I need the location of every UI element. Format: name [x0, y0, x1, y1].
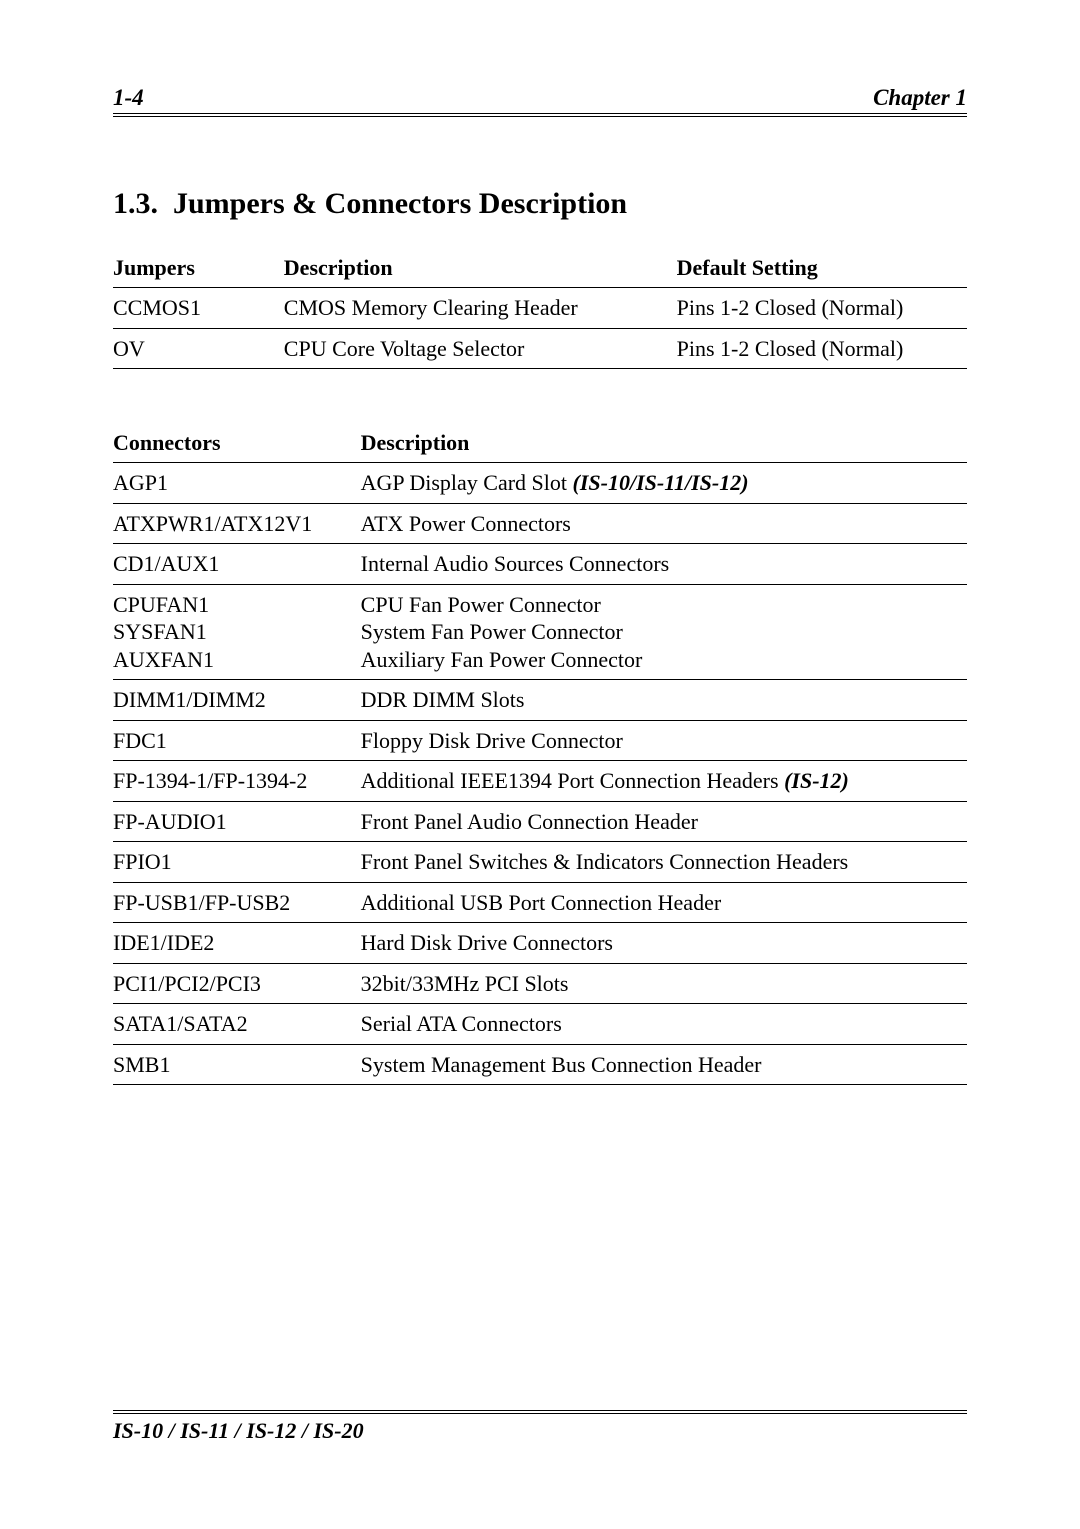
- connector-name: FP-1394-1/FP-1394-2: [113, 761, 361, 802]
- page-header: 1-4 Chapter 1: [113, 85, 967, 117]
- page-footer: IS-10 / IS-11 / IS-12 / IS-20: [113, 1410, 967, 1444]
- connector-desc: AGP Display Card Slot (IS-10/IS-11/IS-12…: [361, 463, 967, 504]
- connector-desc: System Management Bus Connection Header: [361, 1044, 967, 1085]
- table-row: CD1/AUX1Internal Audio Sources Connector…: [113, 544, 967, 585]
- table-row: CCMOS1CMOS Memory Clearing HeaderPins 1-…: [113, 288, 967, 329]
- connector-desc: Serial ATA Connectors: [361, 1004, 967, 1045]
- table-row: SATA1/SATA2Serial ATA Connectors: [113, 1004, 967, 1045]
- jumper-desc: CPU Core Voltage Selector: [284, 328, 677, 369]
- section-heading: Jumpers & Connectors Description: [173, 187, 627, 220]
- connector-desc: Hard Disk Drive Connectors: [361, 923, 967, 964]
- connector-desc: ATX Power Connectors: [361, 503, 967, 544]
- connector-name: CD1/AUX1: [113, 544, 361, 585]
- description-col-header: Description: [284, 249, 677, 288]
- chapter-label: Chapter 1: [873, 85, 967, 111]
- jumper-default: Pins 1-2 Closed (Normal): [677, 288, 967, 329]
- table-row: FP-USB1/FP-USB2Additional USB Port Conne…: [113, 882, 967, 923]
- jumper-name: CCMOS1: [113, 288, 284, 329]
- connector-name: CPUFAN1SYSFAN1AUXFAN1: [113, 584, 361, 680]
- jumpers-col-header: Jumpers: [113, 249, 284, 288]
- table-row: SMB1System Management Bus Connection Hea…: [113, 1044, 967, 1085]
- section-number: 1.3.: [113, 187, 158, 220]
- connector-name: SATA1/SATA2: [113, 1004, 361, 1045]
- footer-text: IS-10 / IS-11 / IS-12 / IS-20: [113, 1418, 364, 1443]
- page-number: 1-4: [113, 85, 144, 111]
- connector-desc: CPU Fan Power ConnectorSystem Fan Power …: [361, 584, 967, 680]
- table-row: OVCPU Core Voltage SelectorPins 1-2 Clos…: [113, 328, 967, 369]
- connector-desc: DDR DIMM Slots: [361, 680, 967, 721]
- jumper-default: Pins 1-2 Closed (Normal): [677, 328, 967, 369]
- connector-name: FP-USB1/FP-USB2: [113, 882, 361, 923]
- connector-desc: Floppy Disk Drive Connector: [361, 720, 967, 761]
- connector-name: PCI1/PCI2/PCI3: [113, 963, 361, 1004]
- connector-name: FPIO1: [113, 842, 361, 883]
- connector-desc: Additional IEEE1394 Port Connection Head…: [361, 761, 967, 802]
- table-row: DIMM1/DIMM2DDR DIMM Slots: [113, 680, 967, 721]
- table-header-row: Connectors Description: [113, 424, 967, 463]
- connector-desc: Internal Audio Sources Connectors: [361, 544, 967, 585]
- table-row: FPIO1Front Panel Switches & Indicators C…: [113, 842, 967, 883]
- table-header-row: Jumpers Description Default Setting: [113, 249, 967, 288]
- connector-name: FDC1: [113, 720, 361, 761]
- connector-name: DIMM1/DIMM2: [113, 680, 361, 721]
- jumpers-table: Jumpers Description Default Setting CCMO…: [113, 249, 967, 369]
- table-row: CPUFAN1SYSFAN1AUXFAN1CPU Fan Power Conne…: [113, 584, 967, 680]
- connector-name: SMB1: [113, 1044, 361, 1085]
- jumper-desc: CMOS Memory Clearing Header: [284, 288, 677, 329]
- table-row: PCI1/PCI2/PCI332bit/33MHz PCI Slots: [113, 963, 967, 1004]
- page-content: 1-4 Chapter 1 1.3. Jumpers & Connectors …: [113, 85, 967, 1444]
- connector-note: (IS-12): [784, 768, 849, 793]
- connector-name: AGP1: [113, 463, 361, 504]
- connector-desc: 32bit/33MHz PCI Slots: [361, 963, 967, 1004]
- connectors-table: Connectors Description AGP1AGP Display C…: [113, 424, 967, 1085]
- table-row: FP-1394-1/FP-1394-2Additional IEEE1394 P…: [113, 761, 967, 802]
- table-row: IDE1/IDE2Hard Disk Drive Connectors: [113, 923, 967, 964]
- table-row: AGP1AGP Display Card Slot (IS-10/IS-11/I…: [113, 463, 967, 504]
- connector-name: FP-AUDIO1: [113, 801, 361, 842]
- connector-note: (IS-10/IS-11/IS-12): [573, 470, 749, 495]
- table-row: FDC1Floppy Disk Drive Connector: [113, 720, 967, 761]
- default-col-header: Default Setting: [677, 249, 967, 288]
- table-row: FP-AUDIO1Front Panel Audio Connection He…: [113, 801, 967, 842]
- connectors-col-header: Connectors: [113, 424, 361, 463]
- section-title: 1.3. Jumpers & Connectors Description: [113, 187, 967, 221]
- connector-desc: Front Panel Audio Connection Header: [361, 801, 967, 842]
- connector-name: ATXPWR1/ATX12V1: [113, 503, 361, 544]
- connector-desc: Additional USB Port Connection Header: [361, 882, 967, 923]
- connector-desc: Front Panel Switches & Indicators Connec…: [361, 842, 967, 883]
- connector-name: IDE1/IDE2: [113, 923, 361, 964]
- table-row: ATXPWR1/ATX12V1ATX Power Connectors: [113, 503, 967, 544]
- description-col-header: Description: [361, 424, 967, 463]
- jumper-name: OV: [113, 328, 284, 369]
